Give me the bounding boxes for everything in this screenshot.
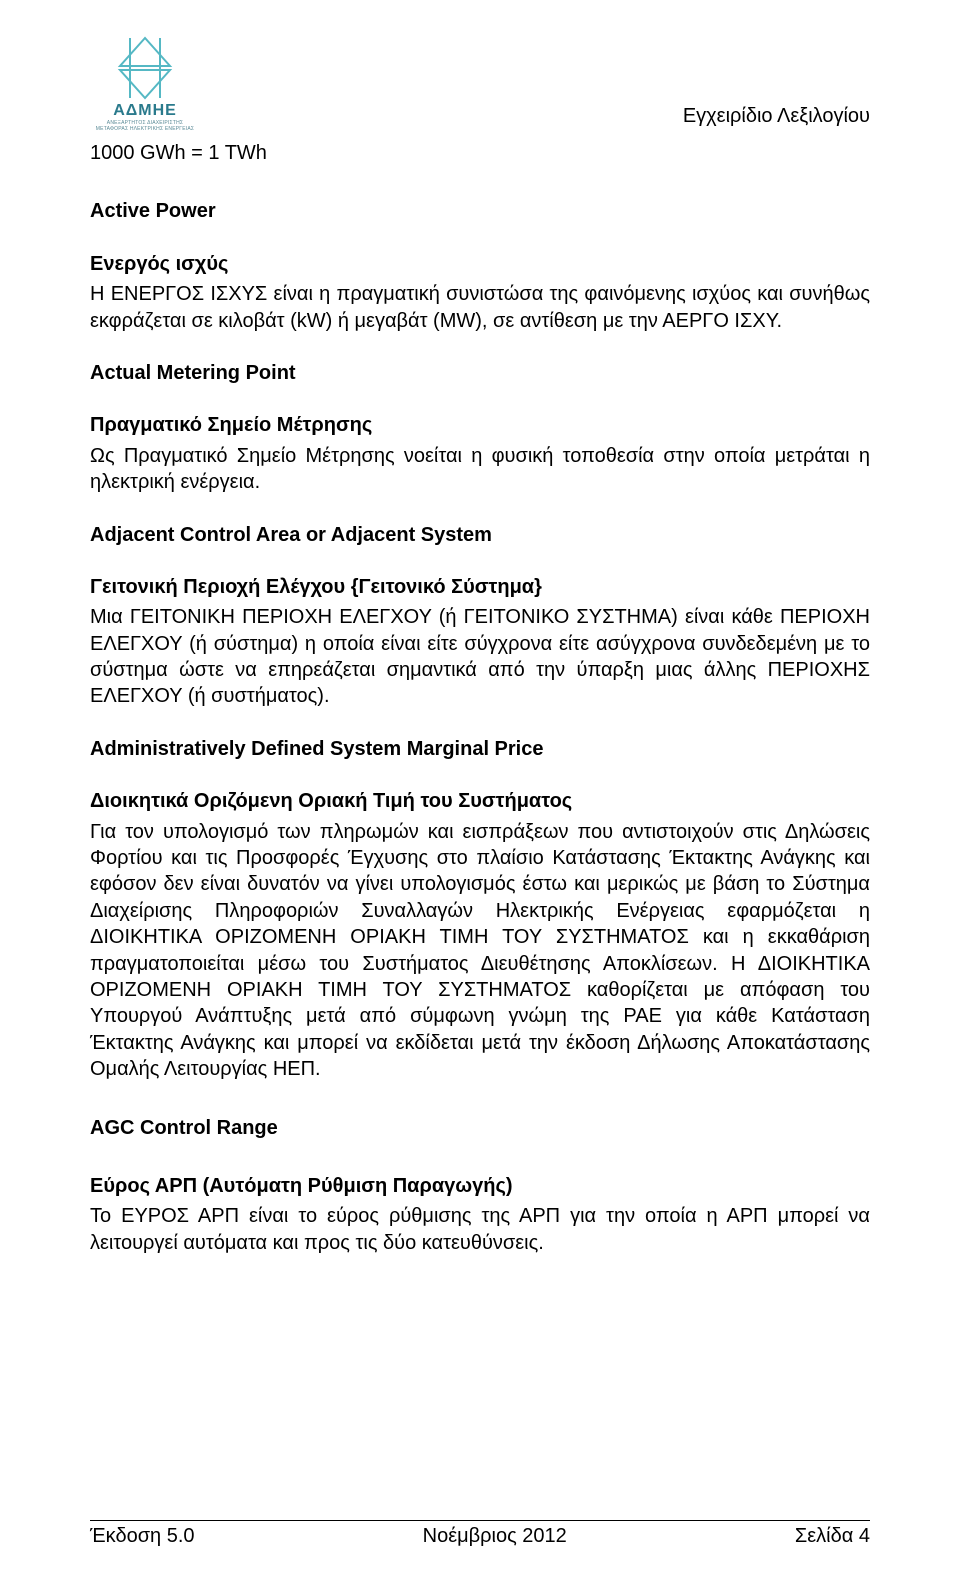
footer-left: Έκδοση 5.0 xyxy=(90,1525,195,1548)
admie-logo-icon xyxy=(110,36,180,100)
section-title-el: Γειτονική Περιοχή Ελέγχου {Γειτονικό Σύσ… xyxy=(90,574,870,600)
header-title: Εγχειρίδιο Λεξιλογίου xyxy=(683,105,870,132)
footer-divider xyxy=(90,1520,870,1521)
section-body: Το ΕΥΡΟΣ ΑΡΠ είναι το εύρος ρύθμισης της… xyxy=(90,1203,870,1256)
section-body: Η ΕΝΕΡΓΟΣ ΙΣΧΥΣ είναι η πραγματική συνισ… xyxy=(90,281,870,334)
section-title-el: Εύρος ΑΡΠ (Αυτόματη Ρύθμιση Παραγωγής) xyxy=(90,1173,870,1199)
section-title-el: Διοικητικά Οριζόμενη Οριακή Τιμή του Συσ… xyxy=(90,788,870,814)
logo-main-text: ΑΔΜΗΕ xyxy=(113,102,177,120)
section-body: Για τον υπολογισμό των πληρωμών και εισπ… xyxy=(90,819,870,1083)
footer-center: Νοέμβριος 2012 xyxy=(423,1525,567,1548)
page-footer: Έκδοση 5.0 Νοέμβριος 2012 Σελίδα 4 xyxy=(90,1520,870,1548)
footer-right: Σελίδα 4 xyxy=(795,1525,870,1548)
section-title-en: Active Power xyxy=(90,198,870,224)
section-title-el: Ενεργός ισχύς xyxy=(90,251,870,277)
section-title-el: Πραγματικό Σημείο Μέτρησης xyxy=(90,412,870,438)
section-body: Ως Πραγματικό Σημείο Μέτρησης νοείται η … xyxy=(90,443,870,496)
page: ΑΔΜΗΕ ΑΝΕΞΑΡΤΗΤΟΣ ΔΙΑΧΕΙΡΙΣΤΗΣ ΜΕΤΑΦΟΡΑΣ… xyxy=(0,0,960,1594)
section-title-en: Administratively Defined System Marginal… xyxy=(90,736,870,762)
top-line: 1000 GWh = 1 TWh xyxy=(90,140,870,166)
page-header: ΑΔΜΗΕ ΑΝΕΞΑΡΤΗΤΟΣ ΔΙΑΧΕΙΡΙΣΤΗΣ ΜΕΤΑΦΟΡΑΣ… xyxy=(90,36,870,132)
section-title-en: AGC Control Range xyxy=(90,1115,870,1141)
section-body: Μια ΓΕΙΤΟΝΙΚΗ ΠΕΡΙΟΧΗ ΕΛΕΓΧΟΥ (ή ΓΕΙΤΟΝΙ… xyxy=(90,604,870,710)
section-title-en: Actual Metering Point xyxy=(90,360,870,386)
logo-sub-text: ΑΝΕΞΑΡΤΗΤΟΣ ΔΙΑΧΕΙΡΙΣΤΗΣ ΜΕΤΑΦΟΡΑΣ ΗΛΕΚΤ… xyxy=(90,121,200,132)
logo: ΑΔΜΗΕ ΑΝΕΞΑΡΤΗΤΟΣ ΔΙΑΧΕΙΡΙΣΤΗΣ ΜΕΤΑΦΟΡΑΣ… xyxy=(90,36,200,132)
section-title-en: Adjacent Control Area or Adjacent System xyxy=(90,522,870,548)
